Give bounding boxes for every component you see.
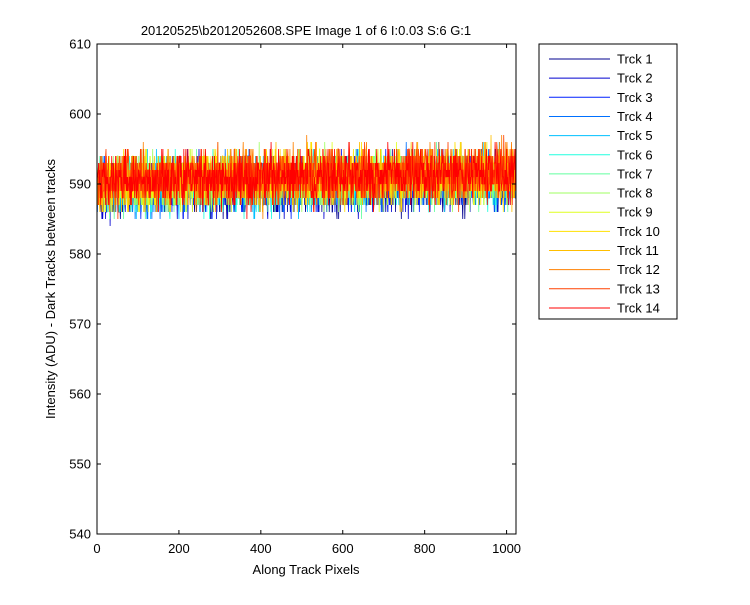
x-axis-label: Along Track Pixels (253, 562, 360, 577)
y-tick-label: 570 (69, 317, 91, 332)
legend-item: Trck 6 (549, 147, 653, 162)
legend-label: Trck 12 (617, 262, 660, 277)
x-tick-label: 400 (250, 541, 272, 556)
x-tick-label: 800 (414, 541, 436, 556)
series-layer (96, 134, 517, 227)
legend-label: Trck 7 (617, 166, 653, 181)
legend-label: Trck 13 (617, 281, 660, 296)
legend-item: Trck 3 (549, 90, 653, 105)
legend-item: Trck 9 (549, 205, 653, 220)
legend-label: Trck 2 (617, 71, 653, 86)
legend-label: Trck 11 (617, 243, 659, 258)
legend-item: Trck 12 (549, 262, 660, 277)
y-tick-label: 540 (69, 527, 91, 542)
y-axis-label: Intensity (ADU) - Dark Tracks between tr… (43, 158, 58, 419)
y-tick-label: 560 (69, 387, 91, 402)
legend-label: Trck 9 (617, 205, 653, 220)
y-tick-label: 580 (69, 247, 91, 262)
y-axis: 540 550 560 570 580 590 600 610 (69, 37, 516, 542)
legend-label: Trck 5 (617, 128, 653, 143)
x-tick-label: 1000 (492, 541, 521, 556)
legend-item: Trck 10 (549, 224, 660, 239)
series-line-trck-14 (96, 141, 517, 220)
axes-box (96, 43, 517, 535)
legend-item: Trck 7 (549, 166, 653, 181)
x-tick-label: 200 (168, 541, 190, 556)
legend-item: Trck 8 (549, 186, 653, 201)
legend-label: Trck 4 (617, 109, 653, 124)
legend-box (538, 43, 678, 320)
legend-label: Trck 6 (617, 147, 653, 162)
legend: Trck 1 Trck 2 Trck 3 Trck 4 Trck 5 Trck 6 Trck… (538, 43, 678, 320)
legend-label: Trck 10 (617, 224, 660, 239)
legend-item: Trck 14 (549, 300, 660, 315)
legend-label: Trck 1 (617, 52, 653, 67)
y-tick-label: 550 (69, 457, 91, 472)
legend-items: Trck 1 Trck 2 Trck 3 Trck 4 Trck 5 Trck 6 Trck… (549, 52, 660, 315)
x-tick-label: 600 (332, 541, 354, 556)
x-axis: 0 200 400 600 800 1000 (93, 44, 521, 556)
y-tick-label: 610 (69, 37, 91, 52)
chart-title: 20120525\b2012052608.SPE Image 1 of 6 I:… (141, 23, 471, 38)
legend-item: Trck 4 (549, 109, 653, 124)
legend-item: Trck 11 (549, 243, 659, 258)
legend-item: Trck 13 (549, 281, 660, 296)
legend-label: Trck 14 (617, 300, 660, 315)
legend-item: Trck 1 (549, 52, 653, 67)
legend-label: Trck 3 (617, 90, 653, 105)
y-tick-label: 590 (69, 177, 91, 192)
legend-item: Trck 5 (549, 128, 653, 143)
legend-label: Trck 8 (617, 186, 653, 201)
y-tick-label: 600 (69, 107, 91, 122)
plot-area (97, 44, 516, 534)
x-tick-label: 0 (93, 541, 100, 556)
legend-item: Trck 2 (549, 71, 653, 86)
